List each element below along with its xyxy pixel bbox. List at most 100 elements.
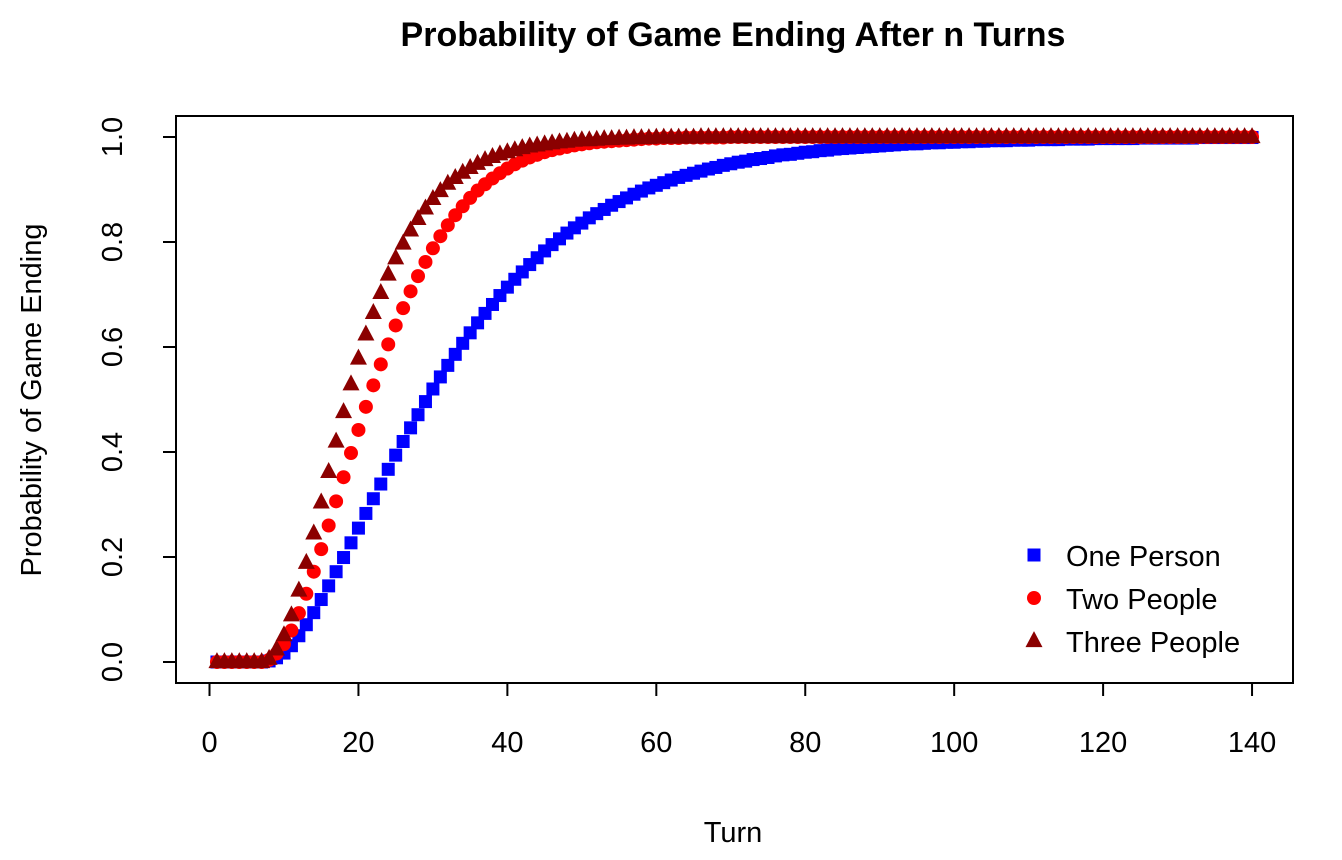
y-tick-label: 1.0 xyxy=(97,117,129,157)
data-point xyxy=(322,579,336,593)
data-point xyxy=(418,395,432,409)
x-tick-label: 60 xyxy=(640,727,672,759)
legend-marker xyxy=(1027,591,1041,605)
data-point xyxy=(373,357,388,372)
data-point xyxy=(381,337,396,352)
legend-label: Two People xyxy=(1066,584,1218,616)
data-point xyxy=(463,326,477,340)
data-point xyxy=(374,477,388,491)
legend-item: Two People xyxy=(1027,584,1218,616)
data-point xyxy=(260,648,278,665)
legend-label: Three People xyxy=(1066,627,1240,659)
data-point xyxy=(358,399,373,414)
y-tick-label: 0.0 xyxy=(97,642,129,682)
data-point xyxy=(268,639,286,656)
data-point xyxy=(403,284,418,299)
data-point xyxy=(312,492,330,509)
data-point xyxy=(379,264,397,281)
data-point xyxy=(351,521,365,535)
data-point xyxy=(448,347,462,361)
data-point xyxy=(364,302,382,319)
x-tick-label: 140 xyxy=(1228,727,1276,759)
data-point xyxy=(275,625,293,642)
x-axis-label: Turn xyxy=(704,817,763,849)
data-point xyxy=(372,283,390,300)
plot-area xyxy=(175,115,1294,684)
x-tick-label: 80 xyxy=(789,727,821,759)
legend-label: One Person xyxy=(1066,541,1221,573)
data-point xyxy=(336,470,351,485)
data-point xyxy=(366,492,380,506)
data-point xyxy=(351,422,366,437)
data-point xyxy=(411,408,425,422)
data-point xyxy=(299,618,313,632)
data-point xyxy=(418,254,433,269)
data-point xyxy=(402,220,420,237)
data-point xyxy=(396,435,410,448)
data-point xyxy=(411,269,426,284)
data-point xyxy=(337,551,351,565)
data-point xyxy=(342,374,360,391)
y-tick-label: 0.8 xyxy=(97,222,129,262)
y-tick-label: 0.2 xyxy=(97,537,129,577)
x-axis: 0 20 40 60 80 100 120 140 xyxy=(201,682,1276,759)
x-tick-label: 120 xyxy=(1079,727,1127,759)
data-point xyxy=(396,301,411,316)
data-point xyxy=(1243,127,1261,144)
legend-marker xyxy=(1025,631,1043,648)
data-point xyxy=(404,421,418,435)
data-point xyxy=(314,542,329,557)
data-point xyxy=(359,506,373,520)
data-point xyxy=(394,233,412,250)
data-point xyxy=(329,565,343,579)
data-point xyxy=(440,218,455,233)
x-tick-label: 40 xyxy=(491,727,523,759)
data-point xyxy=(321,518,336,533)
series-three-people xyxy=(208,127,1261,669)
x-tick-label: 100 xyxy=(930,727,978,759)
data-point xyxy=(327,431,345,448)
data-point xyxy=(439,173,457,190)
data-point xyxy=(357,324,375,341)
legend-item: One Person xyxy=(1027,541,1221,573)
data-point xyxy=(349,348,367,365)
data-point xyxy=(409,208,427,225)
data-point xyxy=(307,606,321,620)
data-point xyxy=(426,382,440,396)
data-point xyxy=(433,370,447,384)
data-point xyxy=(456,336,470,350)
data-point xyxy=(344,536,358,550)
data-point xyxy=(387,248,405,265)
y-tick-label: 0.4 xyxy=(97,432,129,472)
data-point xyxy=(446,168,464,185)
legend-marker xyxy=(1027,548,1041,562)
data-point xyxy=(290,580,308,597)
data-point xyxy=(433,229,448,244)
y-tick-label: 0.6 xyxy=(97,327,129,367)
data-point xyxy=(297,552,315,569)
data-point xyxy=(343,446,358,461)
data-point xyxy=(314,593,328,607)
data-point xyxy=(305,523,323,540)
x-tick-label: 0 xyxy=(201,727,217,759)
y-axis-label: Probability of Game Ending xyxy=(16,223,48,576)
data-point xyxy=(425,241,440,256)
x-tick-label: 20 xyxy=(342,727,374,759)
data-point xyxy=(320,462,338,479)
data-point xyxy=(416,198,434,215)
data-point xyxy=(335,402,353,419)
data-point xyxy=(389,448,403,462)
legend-item: Three People xyxy=(1025,627,1240,659)
data-point xyxy=(461,158,479,175)
data-point xyxy=(454,162,472,179)
data-point xyxy=(381,462,395,476)
data-point xyxy=(441,358,455,372)
legend: One Person Two People Three People xyxy=(1025,541,1240,659)
data-point xyxy=(282,605,300,622)
data-point xyxy=(366,378,381,393)
y-axis: 0.0 0.2 0.4 0.6 0.8 1.0 xyxy=(97,117,177,682)
data-point xyxy=(329,494,344,509)
data-point xyxy=(388,318,403,333)
chart-title: Probability of Game Ending After n Turns xyxy=(401,16,1066,54)
